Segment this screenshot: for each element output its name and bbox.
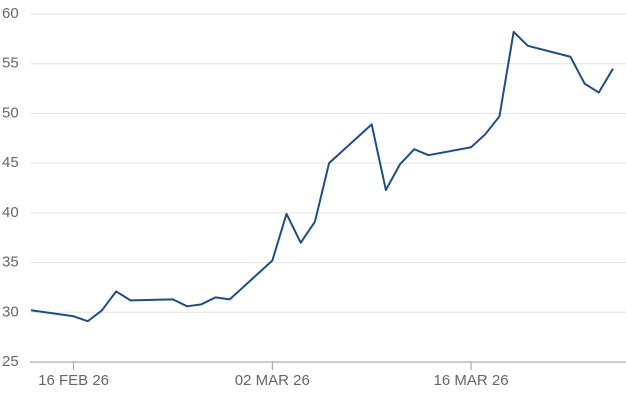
y-tick-label: 35 bbox=[2, 254, 19, 271]
x-tick-label: 16 MAR 26 bbox=[434, 372, 509, 389]
y-tick-label: 55 bbox=[2, 55, 19, 72]
y-tick-label: 50 bbox=[2, 104, 19, 121]
x-tick-label: 02 MAR 26 bbox=[235, 372, 310, 389]
y-tick-label: 60 bbox=[2, 5, 19, 22]
y-tick-label: 45 bbox=[2, 154, 19, 171]
data-line bbox=[30, 30, 614, 323]
x-tick-label: 16 FEB 26 bbox=[38, 372, 109, 389]
y-tick-label: 25 bbox=[2, 353, 19, 370]
y-tick-label: 30 bbox=[2, 303, 19, 320]
y-tick-label: 40 bbox=[2, 204, 19, 221]
